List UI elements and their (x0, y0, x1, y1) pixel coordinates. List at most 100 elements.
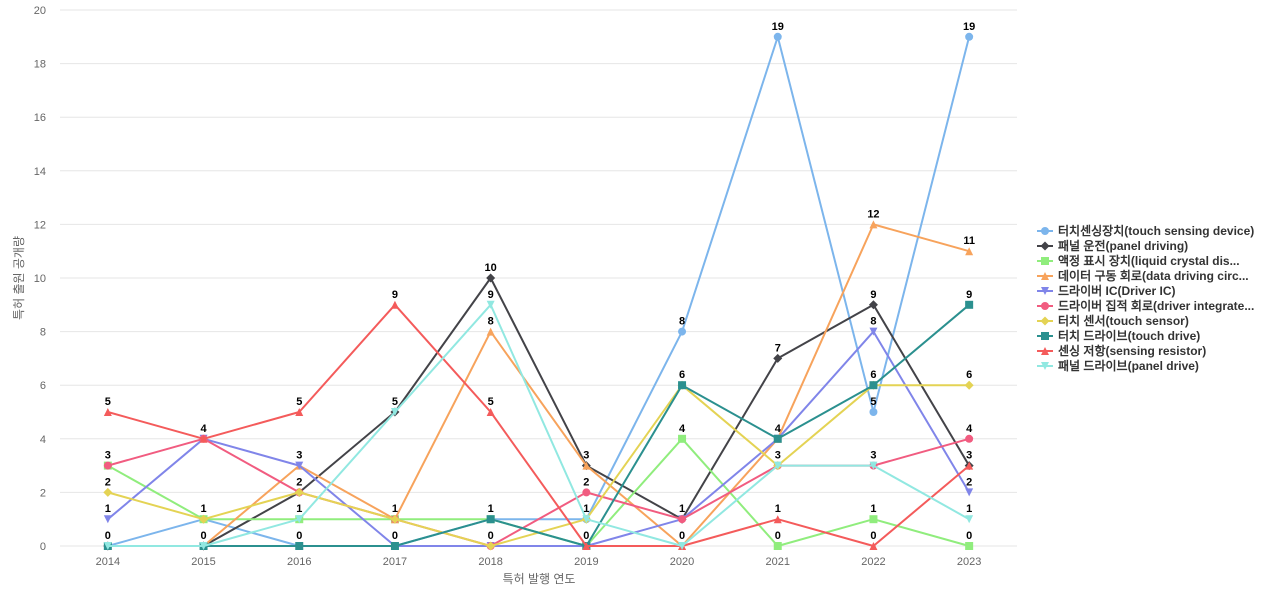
legend-item[interactable]: 터치 드라이브(touch drive) (1037, 328, 1200, 343)
legend-symbol[interactable] (1040, 241, 1050, 251)
data-point[interactable] (773, 434, 782, 443)
legend-label: 액정 표시 장치(liquid crystal dis... (1058, 253, 1240, 268)
data-point[interactable] (582, 542, 591, 550)
data-point[interactable] (678, 542, 687, 550)
data-point[interactable] (295, 515, 304, 524)
legend-item[interactable]: 데이터 구동 회로(data driving circ... (1037, 268, 1249, 283)
data-label: 9 (392, 289, 398, 301)
y-tick-label: 12 (34, 219, 46, 231)
data-point[interactable] (103, 515, 112, 524)
data-label: 8 (679, 316, 685, 328)
legend-item[interactable]: 터치 센서(touch sensor) (1037, 313, 1189, 328)
x-tick-label: 2021 (766, 556, 790, 568)
data-point[interactable] (868, 300, 878, 310)
data-point[interactable] (965, 247, 974, 256)
data-point[interactable] (390, 300, 399, 309)
data-point[interactable] (103, 542, 112, 550)
data-point[interactable] (869, 408, 878, 416)
data-point[interactable] (295, 542, 304, 550)
data-point[interactable] (678, 515, 687, 524)
data-label: 8 (488, 316, 494, 328)
data-point[interactable] (295, 461, 304, 470)
data-point[interactable] (965, 434, 974, 443)
data-point[interactable] (869, 461, 878, 470)
data-label: 0 (679, 530, 685, 542)
legend-item[interactable]: 터치센싱장치(touch sensing device) (1037, 223, 1254, 238)
data-label: 5 (488, 396, 494, 408)
legend-symbol[interactable] (1041, 332, 1049, 340)
data-point[interactable] (869, 327, 878, 336)
data-labels: 5321041053210951010985103210864101974310… (105, 21, 975, 542)
legend-item[interactable]: 센싱 저항(sensing resistor) (1037, 343, 1206, 358)
legend-symbol[interactable] (1041, 287, 1049, 295)
data-point[interactable] (678, 327, 687, 336)
data-point[interactable] (965, 542, 974, 550)
data-point[interactable] (773, 32, 782, 41)
data-point[interactable] (582, 488, 591, 497)
data-point[interactable] (103, 461, 112, 470)
data-label: 3 (105, 450, 111, 462)
series-line (107, 330, 971, 547)
data-point[interactable] (486, 408, 495, 416)
data-point[interactable] (965, 32, 974, 41)
data-point[interactable] (486, 327, 495, 336)
data-point[interactable] (964, 380, 974, 390)
data-point[interactable] (390, 408, 399, 416)
data-point[interactable] (773, 515, 782, 524)
data-label: 6 (870, 369, 876, 381)
data-point[interactable] (199, 514, 209, 524)
legend-symbol[interactable] (1041, 302, 1049, 310)
data-point[interactable] (678, 434, 687, 443)
data-point[interactable] (965, 300, 974, 309)
data-label: 8 (870, 316, 876, 328)
legend-label: 터치 드라이브(touch drive) (1058, 328, 1200, 343)
data-point[interactable] (390, 514, 400, 524)
data-point[interactable] (390, 542, 399, 550)
data-point[interactable] (869, 381, 878, 390)
data-point[interactable] (678, 381, 687, 390)
y-axis-ticks: 0 2 4 6 8 10 12 14 16 18 20 (34, 5, 46, 553)
data-point[interactable] (869, 220, 878, 229)
data-label: 10 (485, 262, 497, 274)
data-label: 1 (105, 503, 111, 515)
legend-symbol[interactable] (1041, 257, 1049, 265)
data-point[interactable] (869, 542, 878, 550)
data-point[interactable] (295, 408, 304, 416)
legend-item[interactable]: 드라이버 집적 회로(driver integrate... (1037, 298, 1254, 313)
data-label: 0 (105, 530, 111, 542)
series-10 (103, 300, 974, 550)
x-tick-label: 2023 (957, 556, 981, 568)
data-point[interactable] (869, 515, 878, 524)
data-point[interactable] (199, 542, 208, 550)
data-label: 1 (870, 503, 876, 515)
data-point[interactable] (582, 515, 591, 524)
data-point[interactable] (773, 542, 782, 550)
data-point[interactable] (294, 487, 304, 497)
legend-symbol[interactable] (1041, 347, 1049, 355)
data-point[interactable] (103, 408, 112, 416)
legend-symbol[interactable] (1041, 362, 1049, 370)
legend-item[interactable]: 드라이버 IC(Driver IC) (1037, 283, 1176, 298)
legend-symbol[interactable] (1040, 316, 1050, 326)
legend-item[interactable]: 패널 운전(panel driving) (1037, 238, 1188, 253)
data-point[interactable] (486, 273, 496, 283)
data-point[interactable] (486, 300, 495, 309)
data-point[interactable] (965, 515, 974, 524)
legend-symbol[interactable] (1041, 227, 1049, 235)
legend-item[interactable]: 패널 드라이브(panel drive) (1037, 358, 1199, 373)
legend-symbol[interactable] (1041, 272, 1049, 280)
data-point[interactable] (486, 515, 495, 524)
legend-item[interactable]: 액정 표시 장치(liquid crystal dis... (1037, 253, 1240, 268)
data-label: 6 (679, 369, 685, 381)
data-point[interactable] (773, 353, 783, 363)
data-point[interactable] (199, 434, 208, 443)
data-point[interactable] (965, 488, 974, 497)
data-point[interactable] (582, 461, 591, 470)
data-point[interactable] (773, 461, 782, 470)
data-label: 9 (870, 289, 876, 301)
legend-label: 드라이버 집적 회로(driver integrate... (1058, 298, 1254, 313)
data-point[interactable] (965, 461, 974, 470)
data-point[interactable] (486, 541, 496, 551)
data-point[interactable] (103, 487, 113, 497)
series-line (107, 35, 971, 547)
